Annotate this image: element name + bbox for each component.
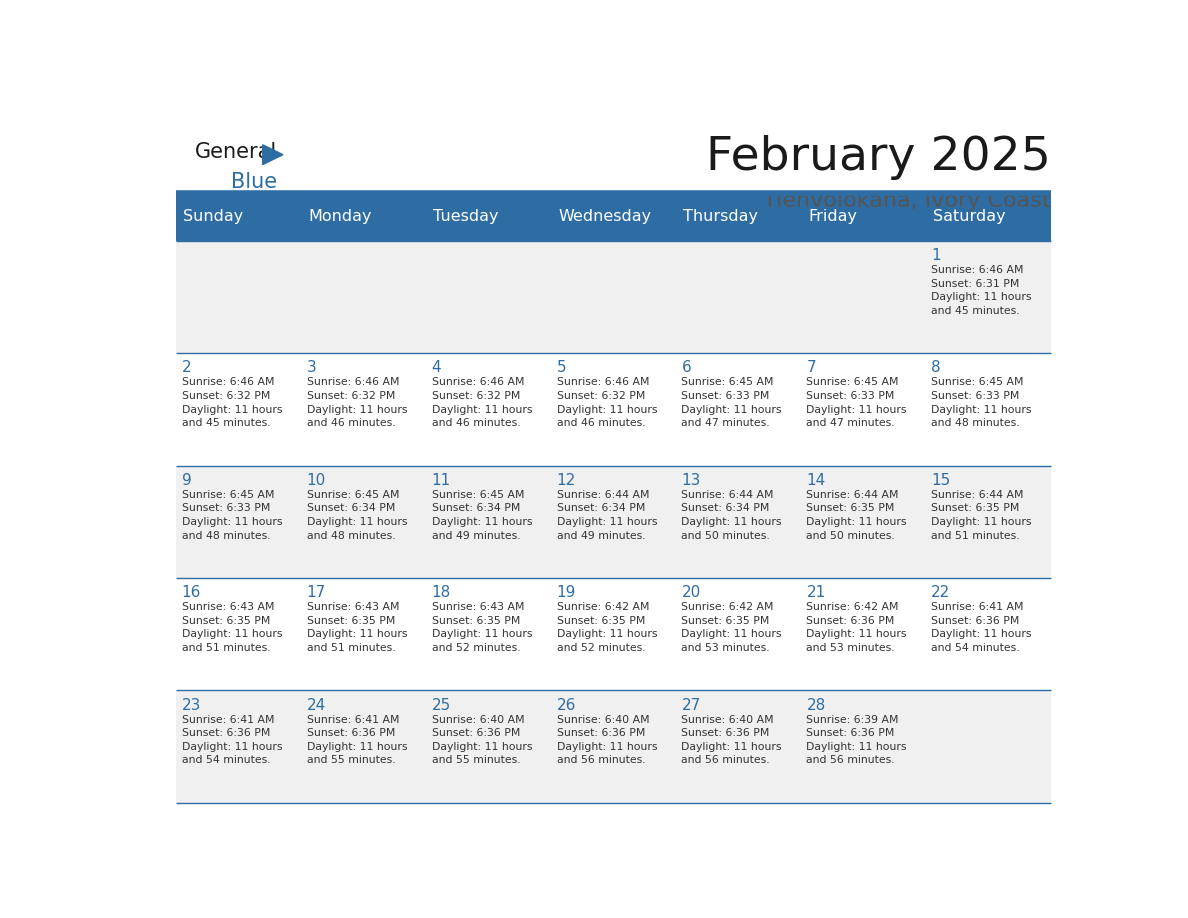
- Text: Blue: Blue: [232, 172, 278, 192]
- Text: 19: 19: [556, 585, 576, 600]
- Text: Tienvolokaha, Ivory Coast: Tienvolokaha, Ivory Coast: [763, 192, 1051, 211]
- Text: Sunrise: 6:43 AM
Sunset: 6:35 PM
Daylight: 11 hours
and 51 minutes.: Sunrise: 6:43 AM Sunset: 6:35 PM Dayligh…: [307, 602, 407, 653]
- Text: 13: 13: [682, 473, 701, 487]
- Text: Monday: Monday: [309, 209, 372, 224]
- Text: 4: 4: [431, 361, 441, 375]
- FancyBboxPatch shape: [176, 353, 1051, 465]
- Text: Sunrise: 6:43 AM
Sunset: 6:35 PM
Daylight: 11 hours
and 51 minutes.: Sunrise: 6:43 AM Sunset: 6:35 PM Dayligh…: [182, 602, 282, 653]
- Text: 21: 21: [807, 585, 826, 600]
- Text: Sunrise: 6:42 AM
Sunset: 6:35 PM
Daylight: 11 hours
and 53 minutes.: Sunrise: 6:42 AM Sunset: 6:35 PM Dayligh…: [682, 602, 782, 653]
- Text: Sunrise: 6:41 AM
Sunset: 6:36 PM
Daylight: 11 hours
and 54 minutes.: Sunrise: 6:41 AM Sunset: 6:36 PM Dayligh…: [182, 714, 282, 766]
- Text: 27: 27: [682, 698, 701, 712]
- FancyBboxPatch shape: [176, 465, 1051, 578]
- Text: Sunrise: 6:42 AM
Sunset: 6:35 PM
Daylight: 11 hours
and 52 minutes.: Sunrise: 6:42 AM Sunset: 6:35 PM Dayligh…: [556, 602, 657, 653]
- Text: Wednesday: Wednesday: [558, 209, 651, 224]
- Text: Sunrise: 6:45 AM
Sunset: 6:33 PM
Daylight: 11 hours
and 47 minutes.: Sunrise: 6:45 AM Sunset: 6:33 PM Dayligh…: [807, 377, 906, 428]
- Text: Sunrise: 6:46 AM
Sunset: 6:32 PM
Daylight: 11 hours
and 45 minutes.: Sunrise: 6:46 AM Sunset: 6:32 PM Dayligh…: [182, 377, 282, 428]
- Text: 8: 8: [931, 361, 941, 375]
- Text: 22: 22: [931, 585, 950, 600]
- Text: Sunrise: 6:46 AM
Sunset: 6:32 PM
Daylight: 11 hours
and 46 minutes.: Sunrise: 6:46 AM Sunset: 6:32 PM Dayligh…: [307, 377, 407, 428]
- Text: 5: 5: [556, 361, 567, 375]
- Text: 17: 17: [307, 585, 326, 600]
- Text: 24: 24: [307, 698, 326, 712]
- Text: 10: 10: [307, 473, 326, 487]
- FancyBboxPatch shape: [176, 241, 1051, 353]
- Polygon shape: [263, 145, 283, 164]
- Text: 1: 1: [931, 248, 941, 263]
- Text: 18: 18: [431, 585, 450, 600]
- Text: Thursday: Thursday: [683, 209, 758, 224]
- Text: 15: 15: [931, 473, 950, 487]
- Text: Sunrise: 6:45 AM
Sunset: 6:33 PM
Daylight: 11 hours
and 48 minutes.: Sunrise: 6:45 AM Sunset: 6:33 PM Dayligh…: [182, 489, 282, 541]
- Text: 12: 12: [556, 473, 576, 487]
- Text: Sunrise: 6:44 AM
Sunset: 6:34 PM
Daylight: 11 hours
and 50 minutes.: Sunrise: 6:44 AM Sunset: 6:34 PM Dayligh…: [682, 489, 782, 541]
- Text: Sunrise: 6:46 AM
Sunset: 6:32 PM
Daylight: 11 hours
and 46 minutes.: Sunrise: 6:46 AM Sunset: 6:32 PM Dayligh…: [556, 377, 657, 428]
- Text: Sunrise: 6:42 AM
Sunset: 6:36 PM
Daylight: 11 hours
and 53 minutes.: Sunrise: 6:42 AM Sunset: 6:36 PM Dayligh…: [807, 602, 906, 653]
- Text: Sunrise: 6:44 AM
Sunset: 6:35 PM
Daylight: 11 hours
and 50 minutes.: Sunrise: 6:44 AM Sunset: 6:35 PM Dayligh…: [807, 489, 906, 541]
- Text: 7: 7: [807, 361, 816, 375]
- Text: Tuesday: Tuesday: [434, 209, 499, 224]
- Text: 9: 9: [182, 473, 191, 487]
- Text: Sunrise: 6:44 AM
Sunset: 6:35 PM
Daylight: 11 hours
and 51 minutes.: Sunrise: 6:44 AM Sunset: 6:35 PM Dayligh…: [931, 489, 1032, 541]
- Text: Sunrise: 6:39 AM
Sunset: 6:36 PM
Daylight: 11 hours
and 56 minutes.: Sunrise: 6:39 AM Sunset: 6:36 PM Dayligh…: [807, 714, 906, 766]
- Text: Sunrise: 6:41 AM
Sunset: 6:36 PM
Daylight: 11 hours
and 55 minutes.: Sunrise: 6:41 AM Sunset: 6:36 PM Dayligh…: [307, 714, 407, 766]
- Text: 14: 14: [807, 473, 826, 487]
- FancyBboxPatch shape: [176, 193, 1051, 241]
- Text: 6: 6: [682, 361, 691, 375]
- Text: 16: 16: [182, 585, 201, 600]
- Text: 20: 20: [682, 585, 701, 600]
- FancyBboxPatch shape: [176, 578, 1051, 690]
- Text: Sunrise: 6:44 AM
Sunset: 6:34 PM
Daylight: 11 hours
and 49 minutes.: Sunrise: 6:44 AM Sunset: 6:34 PM Dayligh…: [556, 489, 657, 541]
- Text: Sunrise: 6:45 AM
Sunset: 6:33 PM
Daylight: 11 hours
and 48 minutes.: Sunrise: 6:45 AM Sunset: 6:33 PM Dayligh…: [931, 377, 1032, 428]
- Text: Sunrise: 6:45 AM
Sunset: 6:33 PM
Daylight: 11 hours
and 47 minutes.: Sunrise: 6:45 AM Sunset: 6:33 PM Dayligh…: [682, 377, 782, 428]
- Text: 28: 28: [807, 698, 826, 712]
- Text: Sunrise: 6:40 AM
Sunset: 6:36 PM
Daylight: 11 hours
and 55 minutes.: Sunrise: 6:40 AM Sunset: 6:36 PM Dayligh…: [431, 714, 532, 766]
- FancyBboxPatch shape: [176, 690, 1051, 803]
- Text: Sunrise: 6:43 AM
Sunset: 6:35 PM
Daylight: 11 hours
and 52 minutes.: Sunrise: 6:43 AM Sunset: 6:35 PM Dayligh…: [431, 602, 532, 653]
- Text: Sunrise: 6:45 AM
Sunset: 6:34 PM
Daylight: 11 hours
and 49 minutes.: Sunrise: 6:45 AM Sunset: 6:34 PM Dayligh…: [431, 489, 532, 541]
- Text: 11: 11: [431, 473, 450, 487]
- Text: Friday: Friday: [808, 209, 858, 224]
- Text: Sunrise: 6:40 AM
Sunset: 6:36 PM
Daylight: 11 hours
and 56 minutes.: Sunrise: 6:40 AM Sunset: 6:36 PM Dayligh…: [556, 714, 657, 766]
- Text: Sunrise: 6:45 AM
Sunset: 6:34 PM
Daylight: 11 hours
and 48 minutes.: Sunrise: 6:45 AM Sunset: 6:34 PM Dayligh…: [307, 489, 407, 541]
- Text: Sunrise: 6:40 AM
Sunset: 6:36 PM
Daylight: 11 hours
and 56 minutes.: Sunrise: 6:40 AM Sunset: 6:36 PM Dayligh…: [682, 714, 782, 766]
- Text: General: General: [195, 142, 277, 162]
- Text: February 2025: February 2025: [706, 135, 1051, 180]
- Text: Saturday: Saturday: [934, 209, 1006, 224]
- Text: Sunrise: 6:46 AM
Sunset: 6:31 PM
Daylight: 11 hours
and 45 minutes.: Sunrise: 6:46 AM Sunset: 6:31 PM Dayligh…: [931, 265, 1032, 316]
- Text: 2: 2: [182, 361, 191, 375]
- Text: Sunday: Sunday: [183, 209, 244, 224]
- Text: Sunrise: 6:46 AM
Sunset: 6:32 PM
Daylight: 11 hours
and 46 minutes.: Sunrise: 6:46 AM Sunset: 6:32 PM Dayligh…: [431, 377, 532, 428]
- Text: 25: 25: [431, 698, 450, 712]
- Text: 3: 3: [307, 361, 316, 375]
- Text: 26: 26: [556, 698, 576, 712]
- Text: Sunrise: 6:41 AM
Sunset: 6:36 PM
Daylight: 11 hours
and 54 minutes.: Sunrise: 6:41 AM Sunset: 6:36 PM Dayligh…: [931, 602, 1032, 653]
- Text: 23: 23: [182, 698, 201, 712]
